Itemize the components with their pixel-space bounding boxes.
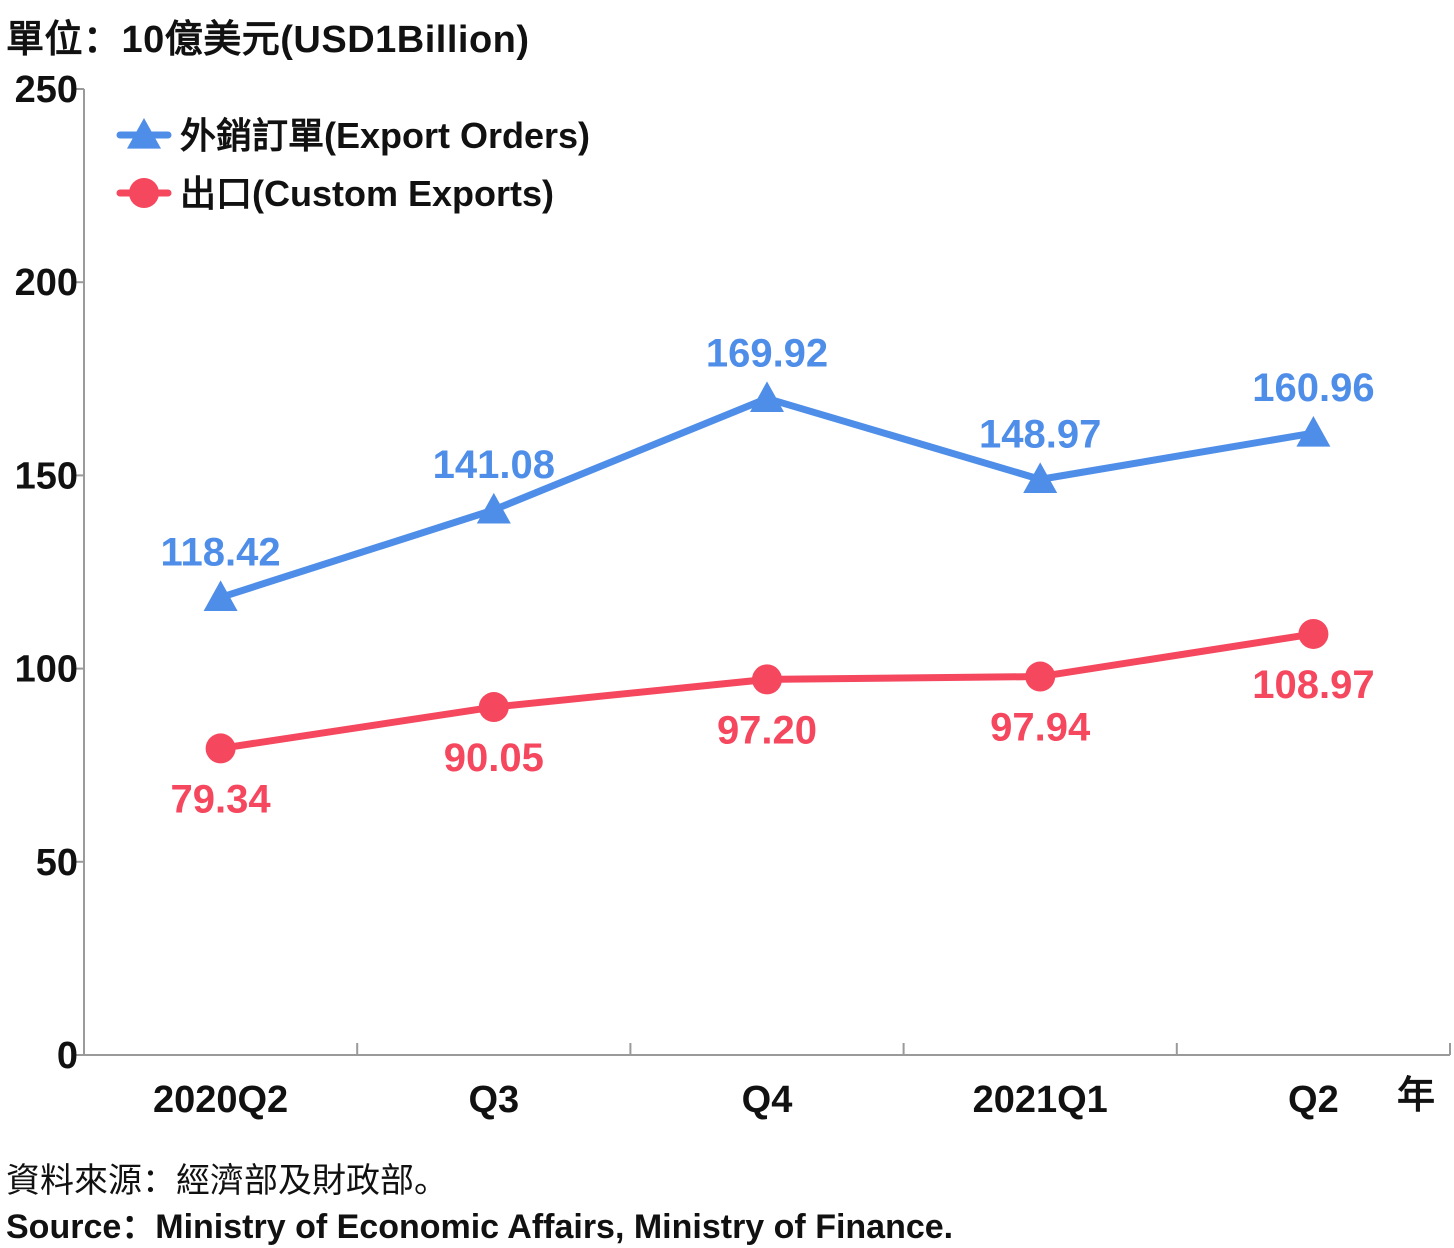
- data-point-triangle: [127, 118, 161, 149]
- x-tick-label: Q2: [1288, 1079, 1339, 1121]
- data-point-circle: [478, 692, 509, 723]
- y-tick-label: 0: [57, 1035, 78, 1077]
- data-point-triangle: [476, 492, 511, 524]
- data-label: 90.05: [444, 736, 544, 780]
- x-tick-label: 2021Q1: [973, 1079, 1108, 1121]
- data-labels: 118.42 141.08 169.92 148.97 160.96 79.34 90.05…: [161, 331, 1375, 821]
- unit-title: 單位：10億美元(USD1Billion): [6, 19, 530, 61]
- series-export-orders: [203, 381, 1331, 612]
- source-note-chinese: 資料來源：經濟部及財政部。: [6, 1162, 448, 1200]
- y-tick-label: 150: [15, 455, 78, 497]
- data-label: 97.20: [717, 708, 817, 752]
- y-tick-label: 50: [36, 842, 78, 884]
- axes: 0 50 100 150 200 250 2020Q2 Q3 Q4 2021Q1 Q2 年: [15, 69, 1451, 1121]
- legend-label: 外銷訂單(Export Orders): [180, 115, 590, 156]
- data-point-triangle: [1296, 416, 1331, 447]
- source-note-english: Source：Ministry of Economic Affairs, Min…: [6, 1208, 954, 1246]
- data-label: 160.96: [1252, 366, 1374, 410]
- series-lines: [203, 381, 1331, 764]
- x-tick-label: Q4: [742, 1079, 793, 1121]
- y-tick-label: 250: [15, 69, 78, 111]
- data-label: 79.34: [171, 777, 272, 821]
- data-point-circle: [129, 178, 159, 208]
- data-label: 141.08: [433, 443, 555, 487]
- data-label: 169.92: [706, 331, 828, 375]
- x-tick-label: 2020Q2: [153, 1079, 288, 1121]
- data-label: 118.42: [161, 530, 281, 574]
- data-point-circle: [752, 664, 782, 695]
- data-point-triangle: [1023, 462, 1058, 493]
- x-axis-unit-label: 年: [1397, 1075, 1435, 1117]
- data-point-triangle: [203, 580, 238, 612]
- data-point-circle: [1298, 618, 1329, 649]
- data-label: 148.97: [979, 412, 1101, 456]
- data-point-triangle: [750, 381, 784, 413]
- data-point-circle: [1025, 661, 1056, 692]
- series-line: [217, 394, 1317, 601]
- x-tick-label: Q3: [468, 1079, 519, 1121]
- legend: 外銷訂單(Export Orders) 出口(Custom Exports): [116, 115, 590, 214]
- y-tick-label: 100: [15, 649, 78, 691]
- line-chart: 0 50 100 150 200 250 2020Q2 Q3 Q4 2021Q1 Q2 年 118.4…: [15, 69, 1451, 1121]
- series-custom-exports: [205, 618, 1329, 764]
- data-label: 108.97: [1252, 663, 1374, 707]
- data-label: 97.94: [990, 706, 1091, 750]
- data-point-circle: [205, 733, 236, 764]
- y-tick-label: 200: [15, 262, 78, 304]
- legend-label: 出口(Custom Exports): [180, 173, 554, 214]
